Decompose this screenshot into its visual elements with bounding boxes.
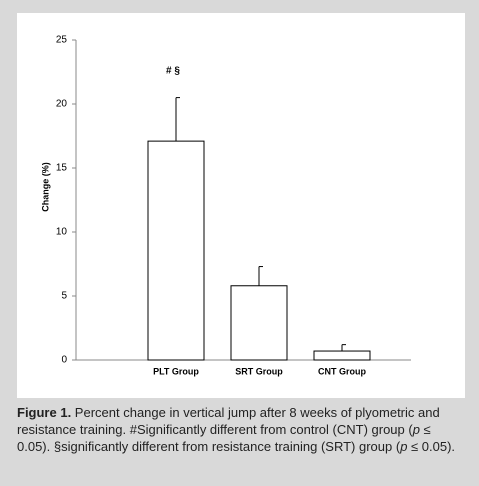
caption-text: p [400,439,408,454]
caption-text: ≤ 0.05). §significantly different from r… [17,422,431,454]
chart: Change (%) 0 5 10 15 20 25 PLT Group SRT Group C… [17,13,465,398]
caption-text: p [412,422,420,437]
caption-label: Figure 1. [17,405,72,420]
y-tick-label: 10 [56,227,68,238]
y-tick-label: 15 [56,163,68,174]
x-tick-label: SRT Group [235,366,283,376]
y-tick-label: 5 [61,291,67,302]
bar [313,350,371,361]
y-tick-label: 0 [61,355,67,366]
caption-text: Percent change in vertical jump after 8 … [17,405,440,437]
annotation: # § [166,66,180,77]
x-tick-label: PLT Group [153,366,199,376]
y-axis-label: Change (%) [40,162,50,212]
y-tick-label: 25 [56,35,68,46]
bar [147,140,205,361]
caption-text: ≤ 0.05). [407,439,456,454]
y-tick-label: 20 [56,99,68,110]
x-tick-label: CNT Group [318,366,366,376]
caption: Figure 1. Percent change in vertical jum… [17,404,467,455]
bar [230,285,288,361]
